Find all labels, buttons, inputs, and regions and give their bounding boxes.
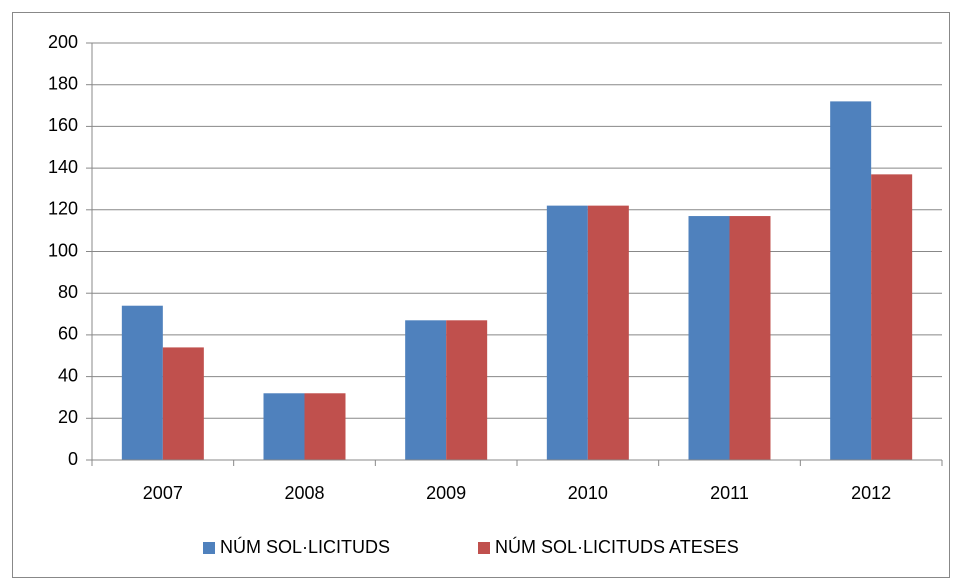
bar (405, 320, 447, 460)
y-tick-label: 160 (48, 115, 78, 135)
bar (162, 347, 204, 460)
y-tick-label: 120 (48, 199, 78, 219)
x-tick-label: 2007 (143, 483, 183, 503)
y-tick-label: 180 (48, 73, 78, 93)
legend-swatch (478, 542, 490, 554)
bar (304, 393, 346, 460)
x-tick-label: 2012 (851, 483, 891, 503)
x-tick-label: 2011 (710, 483, 749, 503)
y-tick-label: 200 (48, 32, 78, 52)
bar (446, 320, 488, 460)
y-tick-label: 0 (68, 449, 78, 469)
bar (587, 205, 629, 460)
bar (688, 216, 730, 460)
legend-swatch (203, 542, 215, 554)
bar (121, 305, 163, 460)
bar (871, 174, 913, 461)
y-tick-label: 80 (58, 282, 78, 302)
chart-frame (12, 12, 950, 578)
y-tick-label: 100 (48, 240, 78, 260)
x-tick-label: 2010 (568, 483, 608, 503)
legend-label: NÚM SOL·LICITUDS (220, 536, 390, 557)
legend-label: NÚM SOL·LICITUDS ATESES (495, 536, 739, 557)
y-tick-label: 40 (58, 365, 78, 385)
y-tick-label: 140 (48, 157, 78, 177)
y-tick-label: 60 (58, 324, 78, 344)
x-tick-label: 2008 (284, 483, 324, 503)
bar (263, 393, 305, 460)
bar (830, 101, 872, 460)
x-tick-label: 2009 (426, 483, 466, 503)
bar (729, 216, 771, 460)
y-tick-label: 20 (58, 407, 78, 427)
bar (546, 205, 588, 460)
